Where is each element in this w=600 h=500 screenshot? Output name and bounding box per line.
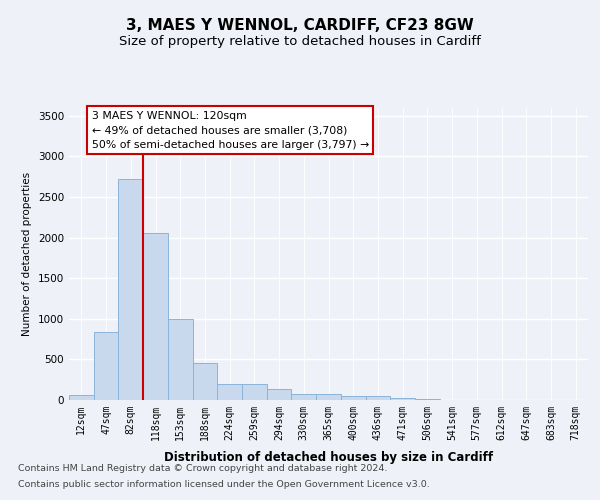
Y-axis label: Number of detached properties: Number of detached properties (22, 172, 32, 336)
Bar (118, 179, 143, 400)
Text: 3 MAES Y WENNOL: 120sqm
← 49% of detached houses are smaller (3,708)
50% of semi: 3 MAES Y WENNOL: 120sqm ← 49% of detache… (92, 111, 369, 150)
Bar (143, 232, 168, 400)
Text: Size of property relative to detached houses in Cardiff: Size of property relative to detached ho… (119, 35, 481, 48)
Bar (94, 332, 118, 400)
Bar (365, 396, 390, 400)
Text: Contains public sector information licensed under the Open Government Licence v3: Contains public sector information licen… (18, 480, 430, 489)
Text: Contains HM Land Registry data © Crown copyright and database right 2024.: Contains HM Land Registry data © Crown c… (18, 464, 388, 473)
Bar (242, 384, 267, 400)
Bar (168, 319, 193, 400)
Text: 3, MAES Y WENNOL, CARDIFF, CF23 8GW: 3, MAES Y WENNOL, CARDIFF, CF23 8GW (126, 18, 474, 32)
Bar (193, 364, 217, 400)
Bar (341, 396, 365, 400)
Bar (69, 395, 94, 400)
Bar (316, 394, 341, 400)
Bar (390, 398, 415, 400)
Bar (217, 384, 242, 400)
Bar (292, 394, 316, 400)
Bar (267, 390, 292, 400)
X-axis label: Distribution of detached houses by size in Cardiff: Distribution of detached houses by size … (164, 451, 493, 464)
